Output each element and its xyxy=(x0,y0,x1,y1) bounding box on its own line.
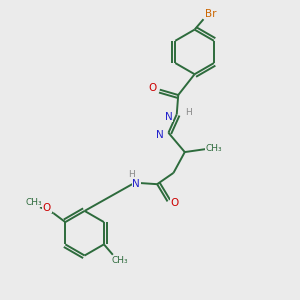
Text: Br: Br xyxy=(205,9,217,19)
Text: N: N xyxy=(156,130,164,140)
Text: N: N xyxy=(165,112,172,122)
Text: N: N xyxy=(133,179,140,189)
Text: O: O xyxy=(171,199,179,208)
Text: O: O xyxy=(148,82,157,93)
Text: H: H xyxy=(128,170,135,179)
Text: O: O xyxy=(43,203,51,213)
Text: CH₃: CH₃ xyxy=(26,198,42,207)
Text: H: H xyxy=(185,108,191,117)
Text: CH₃: CH₃ xyxy=(111,256,128,265)
Text: CH₃: CH₃ xyxy=(206,144,222,153)
